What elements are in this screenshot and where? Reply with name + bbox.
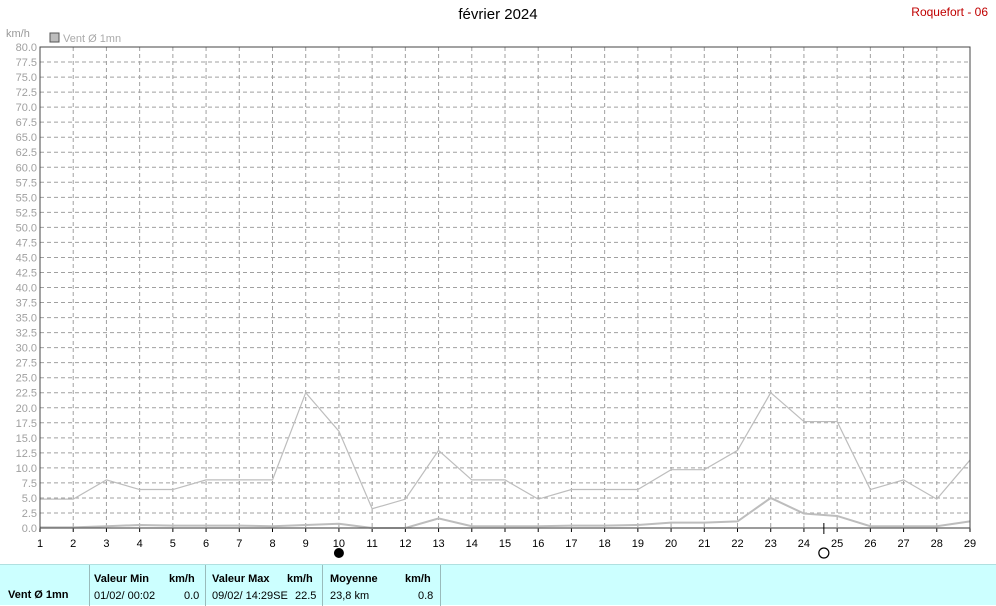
x-tick-label: 1: [37, 538, 43, 550]
x-tick-label: 12: [399, 538, 411, 550]
y-tick-label: 37.5: [16, 298, 37, 310]
x-tick-label: 15: [499, 538, 511, 550]
x-tick-label: 21: [698, 538, 710, 550]
y-unit-label: km/h: [6, 28, 30, 40]
max-date: 09/02/ 14:29SE: [212, 590, 288, 602]
y-tick-label: 60.0: [16, 162, 37, 174]
chart-title: février 2024: [458, 6, 538, 23]
y-tick-label: 55.0: [16, 192, 37, 204]
y-tick-label: 42.5: [16, 267, 37, 279]
y-tick-label: 17.5: [16, 418, 37, 430]
full-moon-icon: [818, 547, 830, 559]
y-tick-label: 52.5: [16, 207, 37, 219]
y-tick-label: 75.0: [16, 72, 37, 84]
y-tick-label: 50.0: [16, 222, 37, 234]
x-tick-label: 13: [432, 538, 444, 550]
avg-run: 23,8 km: [330, 590, 370, 602]
x-tick-label: 5: [170, 538, 176, 550]
y-tick-label: 45.0: [16, 252, 37, 264]
max-unit: km/h: [287, 573, 313, 585]
x-tick-label: 8: [269, 538, 275, 550]
footer-min-cell: Valeur Min km/h 01/02/ 00:02 0.0: [90, 565, 206, 606]
x-tick-label: 6: [203, 538, 209, 550]
x-tick-label: 27: [897, 538, 909, 550]
y-tick-label: 65.0: [16, 132, 37, 144]
footer-series-label: Vent Ø 1mn: [8, 589, 69, 601]
x-tick-label: 19: [632, 538, 644, 550]
x-tick-label: 9: [303, 538, 309, 550]
x-tick-label: 11: [366, 538, 377, 550]
y-tick-label: 80.0: [16, 42, 37, 54]
x-tick-label: 18: [599, 538, 611, 550]
footer-series-cell: Vent Ø 1mn: [0, 565, 90, 606]
max-header: Valeur Max: [212, 573, 270, 585]
grid: [40, 47, 970, 528]
footer-max-cell: Valeur Max km/h 09/02/ 14:29SE 22.5: [206, 565, 323, 606]
avg-header: Moyenne: [330, 573, 378, 585]
moon-markers: [333, 523, 830, 559]
avg-unit: km/h: [405, 573, 431, 585]
y-tick-label: 2.5: [22, 508, 37, 520]
x-tick-label: 14: [466, 538, 478, 550]
x-axis-ticks: 1 2 3 4 5 6 7 8 9 10 11 12 13 14 15 16 17 18 19 20 21 22 23 24 2…: [37, 528, 976, 550]
x-tick-label: 25: [831, 538, 843, 550]
y-axis-ticks: 0.0 2.5 5.0 7.5 10.0 12.5 15.0 17.5 20.0 22.5 25.0…: [16, 42, 37, 535]
x-tick-label: 24: [798, 538, 810, 550]
y-tick-label: 57.5: [16, 177, 37, 189]
y-tick-label: 25.0: [16, 373, 37, 385]
x-tick-label: 4: [137, 538, 143, 550]
footer-avg-cell: Moyenne km/h 23,8 km 0.8: [323, 565, 441, 606]
stats-footer: Vent Ø 1mn Valeur Min km/h 01/02/ 00:02 …: [0, 564, 996, 606]
y-tick-label: 15.0: [16, 433, 37, 445]
x-tick-label: 17: [565, 538, 577, 550]
y-tick-label: 35.0: [16, 313, 37, 325]
legend-label: Vent Ø 1mn: [63, 33, 121, 45]
x-tick-label: 29: [964, 538, 976, 550]
avg-value: 0.8: [418, 590, 434, 602]
y-tick-label: 22.5: [16, 388, 37, 400]
y-tick-label: 12.5: [16, 448, 37, 460]
min-date: 01/02/ 00:02: [94, 590, 156, 602]
y-tick-label: 20.0: [16, 403, 37, 415]
min-value: 0.0: [184, 590, 200, 602]
x-tick-label: 3: [103, 538, 109, 550]
min-header: Valeur Min: [94, 573, 150, 585]
x-tick-label: 10: [333, 538, 345, 550]
y-tick-label: 40.0: [16, 283, 37, 295]
y-tick-label: 77.5: [16, 57, 37, 69]
y-tick-label: 30.0: [16, 343, 37, 355]
y-tick-label: 27.5: [16, 358, 37, 370]
min-unit: km/h: [169, 573, 195, 585]
y-tick-label: 10.0: [16, 463, 37, 475]
x-tick-label: 23: [765, 538, 777, 550]
y-tick-label: 5.0: [22, 493, 37, 505]
y-tick-label: 32.5: [16, 328, 37, 340]
y-tick-label: 70.0: [16, 102, 37, 114]
x-tick-label: 22: [731, 538, 743, 550]
y-tick-label: 0.0: [22, 523, 37, 535]
x-tick-label: 7: [236, 538, 242, 550]
legend-swatch: [49, 32, 60, 43]
x-tick-label: 28: [931, 538, 943, 550]
y-tick-label: 47.5: [16, 237, 37, 249]
y-tick-label: 67.5: [16, 117, 37, 129]
series-line-moyenne: [40, 496, 971, 529]
new-moon-icon: [333, 548, 344, 558]
wind-chart: km/h Vent Ø 1mn 0.0 2.5 5.0 7.5 10.0 12.5 15.0…: [6, 28, 976, 559]
x-tick-label: 26: [864, 538, 876, 550]
series-line-max: [40, 391, 971, 510]
x-tick-label: 2: [70, 538, 76, 550]
y-tick-label: 62.5: [16, 147, 37, 159]
station-name: Roquefort - 06: [911, 5, 988, 19]
y-tick-label: 7.5: [22, 478, 37, 490]
x-tick-label: 16: [532, 538, 544, 550]
plot-frame: [39, 46, 971, 529]
max-value: 22.5: [295, 590, 317, 602]
x-tick-label: 20: [665, 538, 677, 550]
y-tick-label: 72.5: [16, 87, 37, 99]
